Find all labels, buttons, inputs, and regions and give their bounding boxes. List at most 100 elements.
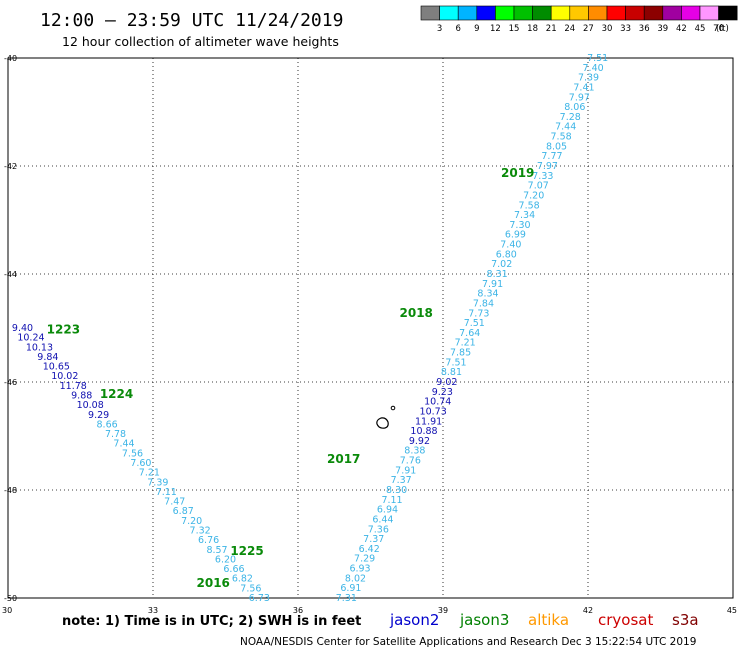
wave-height-value: 10.73 xyxy=(420,406,447,417)
colorbar-swatch xyxy=(513,5,533,21)
lon-tick-label: 30 xyxy=(2,606,12,615)
wave-height-value: 6.93 xyxy=(349,564,370,575)
wave-height-value: 6.87 xyxy=(173,506,194,517)
lat-tick-label: -42 xyxy=(4,162,17,171)
wave-height-value: 9.29 xyxy=(88,410,109,421)
wave-height-value: 10.13 xyxy=(26,342,53,353)
wave-height-value: 10.24 xyxy=(17,333,44,344)
wave-height-value: 8.81 xyxy=(441,367,462,378)
colorbar-tick-label: 70 xyxy=(713,24,724,34)
wave-height-value: 8.34 xyxy=(477,289,498,300)
altimeter-track: 9.4010.2410.139.8410.6510.0211.789.8810.… xyxy=(12,322,270,604)
lat-tick-label: -48 xyxy=(4,486,17,495)
wave-height-value: 6.80 xyxy=(496,249,517,260)
wave-height-value: 7.77 xyxy=(541,151,562,162)
colorbar-tick-label: 24 xyxy=(564,24,575,34)
colorbar-tick-label: 6 xyxy=(455,24,460,34)
wave-height-value: 6.94 xyxy=(377,505,398,516)
colorbar-tick-label: 45 xyxy=(695,24,706,34)
lon-tick-label: 42 xyxy=(583,606,593,615)
wave-height-value: 7.56 xyxy=(122,448,143,459)
colorbar-unit: (ft) xyxy=(716,24,729,34)
wave-height-value: 7.41 xyxy=(573,82,594,93)
wave-height-value: 9.02 xyxy=(436,377,457,388)
wave-height-value: 10.08 xyxy=(77,400,104,411)
wave-height-value: 7.07 xyxy=(528,181,549,192)
wave-height-value: 6.73 xyxy=(249,593,270,604)
colorbar-swatch xyxy=(457,5,478,21)
colorbar-swatch xyxy=(718,5,738,21)
lat-tick-label: -40 xyxy=(4,54,17,63)
colorbar-swatch xyxy=(495,5,515,21)
lat-tick-label: -50 xyxy=(4,594,17,603)
colorbar-swatch xyxy=(643,5,664,21)
colorbar-tick-label: 42 xyxy=(676,24,687,34)
colorbar-tick-label: 33 xyxy=(620,24,631,34)
colorbar-swatch xyxy=(532,5,552,21)
wave-height-colorbar: 3 6 9 12 15 18 21 24 27 30 33 36 39 42 45 70 xyxy=(420,5,738,34)
wave-height-value: 7.37 xyxy=(363,534,384,545)
wave-height-value: 7.91 xyxy=(395,465,416,476)
lon-tick-label: 45 xyxy=(727,606,737,615)
wave-height-value: 7.20 xyxy=(181,516,202,527)
wave-height-value: 7.58 xyxy=(519,200,540,211)
satellite-legend-jason3: jason3 xyxy=(459,611,509,629)
wave-height-value: 8.30 xyxy=(386,485,407,496)
wave-height-value: 7.51 xyxy=(464,318,485,329)
wave-height-value: 7.40 xyxy=(583,63,604,74)
wave-height-value: 7.21 xyxy=(455,338,476,349)
colorbar-swatch xyxy=(569,5,589,21)
colorbar-tick-label: 9 xyxy=(474,24,479,34)
colorbar-swatch xyxy=(588,5,608,21)
wave-height-value: 9.84 xyxy=(37,352,58,363)
wave-height-value: 7.76 xyxy=(400,456,421,467)
pass-time-label: 2019 xyxy=(501,166,534,180)
wave-height-value: 8.31 xyxy=(487,269,508,280)
colorbar-tick-label: 15 xyxy=(509,24,520,34)
pass-time-label: 2018 xyxy=(400,306,433,320)
colorbar-swatch xyxy=(625,5,645,21)
wave-height-value: 7.34 xyxy=(514,210,535,221)
wave-height-value: 7.11 xyxy=(156,487,177,498)
wave-height-value: 7.56 xyxy=(240,583,261,594)
wave-height-value: 6.91 xyxy=(340,583,361,594)
wave-height-value: 7.40 xyxy=(500,240,521,251)
wave-height-value: 6.99 xyxy=(505,230,526,241)
wave-height-value: 7.47 xyxy=(164,497,185,508)
colorbar-tick-label: 3 xyxy=(437,24,442,34)
colorbar-tick-label: 30 xyxy=(602,24,613,34)
colorbar-swatch xyxy=(606,5,626,21)
wave-height-value: 11.78 xyxy=(60,381,87,392)
lat-lon-grid xyxy=(8,58,733,598)
island-outline xyxy=(376,405,396,429)
wave-height-value: 8.38 xyxy=(404,446,425,457)
pass-time-label: 1223 xyxy=(47,322,80,336)
lat-tick-label: -44 xyxy=(4,270,17,279)
wave-height-value: 9.40 xyxy=(12,323,33,334)
wave-height-value: 7.44 xyxy=(113,439,134,450)
satellite-legend-jason2: jason2 xyxy=(389,611,439,629)
wave-height-value: 8.06 xyxy=(564,102,585,113)
wave-height-value: 7.29 xyxy=(354,554,375,565)
wave-height-value: 7.39 xyxy=(578,73,599,84)
wave-height-value: 8.02 xyxy=(345,573,366,584)
wave-height-value: 7.73 xyxy=(468,308,489,319)
colorbar-swatch xyxy=(420,5,440,21)
pass-time-label: 2016 xyxy=(197,576,230,590)
wave-height-value: 6.44 xyxy=(372,514,393,525)
wave-height-value: 10.65 xyxy=(43,362,70,373)
wave-height-value: 7.44 xyxy=(555,122,576,133)
colorbar-swatch xyxy=(662,5,682,21)
wave-height-value: 7.51 xyxy=(445,357,466,368)
wave-height-value: 7.91 xyxy=(482,279,503,290)
wave-height-value: 7.30 xyxy=(509,220,530,231)
wave-height-value: 7.51 xyxy=(587,53,608,64)
colorbar-tick-label: 39 xyxy=(657,24,668,34)
wave-height-value: 7.33 xyxy=(532,171,553,182)
lon-tick-label: 36 xyxy=(293,606,303,615)
colorbar-tick-label: 36 xyxy=(639,24,650,34)
map-subtitle: 12 hour collection of altimeter wave hei… xyxy=(62,34,339,49)
colorbar-tick-label: 21 xyxy=(546,24,557,34)
pass-time-label: 1224 xyxy=(100,387,133,401)
